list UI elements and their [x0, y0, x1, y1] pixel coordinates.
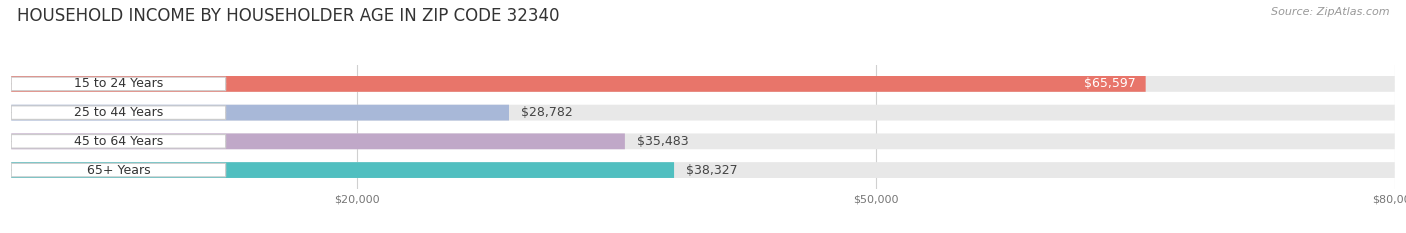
- FancyBboxPatch shape: [11, 105, 1395, 120]
- Text: $65,597: $65,597: [1084, 77, 1135, 90]
- Text: $28,782: $28,782: [522, 106, 572, 119]
- Text: 45 to 64 Years: 45 to 64 Years: [75, 135, 163, 148]
- Text: 65+ Years: 65+ Years: [87, 164, 150, 177]
- Text: HOUSEHOLD INCOME BY HOUSEHOLDER AGE IN ZIP CODE 32340: HOUSEHOLD INCOME BY HOUSEHOLDER AGE IN Z…: [17, 7, 560, 25]
- FancyBboxPatch shape: [11, 134, 1395, 149]
- FancyBboxPatch shape: [11, 162, 1395, 178]
- FancyBboxPatch shape: [11, 76, 1146, 92]
- FancyBboxPatch shape: [11, 106, 226, 119]
- FancyBboxPatch shape: [11, 135, 226, 148]
- FancyBboxPatch shape: [11, 76, 1395, 92]
- FancyBboxPatch shape: [11, 105, 509, 120]
- FancyBboxPatch shape: [11, 77, 226, 91]
- FancyBboxPatch shape: [11, 134, 624, 149]
- Text: $38,327: $38,327: [686, 164, 738, 177]
- Text: Source: ZipAtlas.com: Source: ZipAtlas.com: [1271, 7, 1389, 17]
- Text: 25 to 44 Years: 25 to 44 Years: [75, 106, 163, 119]
- Text: 15 to 24 Years: 15 to 24 Years: [75, 77, 163, 90]
- FancyBboxPatch shape: [11, 163, 226, 177]
- Text: $35,483: $35,483: [637, 135, 689, 148]
- FancyBboxPatch shape: [11, 162, 673, 178]
